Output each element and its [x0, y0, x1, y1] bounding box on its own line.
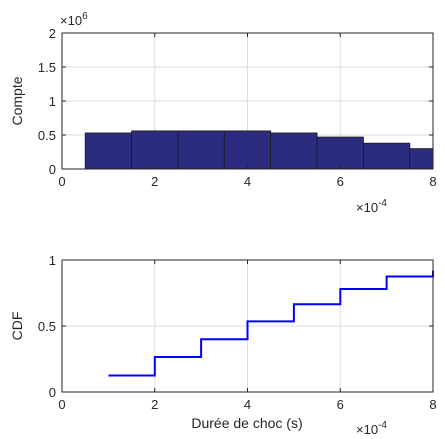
cdf-x-tick-label: 0 — [58, 397, 65, 412]
histogram-axes: 0 2 4 6 800.511.52 Compte ×106 ×10-4 — [9, 11, 437, 215]
cdf-axes: 0 2 4 6 8 0 0.5 1 CDF Durée de choc (s) ×10-4 — [9, 253, 437, 437]
cdf-y-axis-label: CDF — [9, 312, 25, 341]
cdf-y-tick-label: 0 — [49, 385, 56, 400]
histogram-x-multiplier-base: ×10 — [356, 200, 378, 215]
histogram-y-tick-label: 0 — [49, 162, 56, 177]
histogram-bar — [131, 130, 179, 170]
histogram-bar — [316, 136, 364, 170]
histogram-x-tick-label: 0 — [58, 174, 65, 189]
histogram-bar — [177, 130, 225, 170]
histogram-x-tick-label: 8 — [429, 174, 436, 189]
histogram-bar — [363, 142, 411, 170]
histogram-bar — [223, 130, 272, 170]
cdf-y-tick-label: 0.5 — [38, 319, 56, 334]
histogram-y-multiplier: ×106 — [60, 11, 88, 28]
cdf-y-tick-label: 1 — [49, 253, 56, 268]
cdf-x-multiplier-base: ×10 — [356, 422, 378, 437]
histogram-x-tick-label: 6 — [337, 174, 344, 189]
histogram-ticks: 0 2 4 6 8 0 0.5 1 1.5 2 — [38, 26, 437, 189]
cdf-step-line — [108, 270, 434, 377]
histogram-x-multiplier: ×10-4 — [356, 198, 387, 215]
histogram-bar — [84, 132, 132, 170]
histogram-y-axis-label: Compte — [9, 76, 25, 125]
histogram-y-multiplier-base: ×10 — [60, 13, 82, 28]
cdf-x-multiplier-exponent: -4 — [378, 420, 387, 431]
histogram-y-tick-label: 1 — [49, 94, 56, 109]
histogram-bar — [409, 148, 434, 170]
histogram-y-multiplier-exponent: 6 — [82, 11, 88, 22]
histogram-y-tick-label: 0.5 — [38, 128, 56, 143]
histogram-bars — [84, 130, 434, 170]
cdf-x-axis-label: Durée de choc (s) — [191, 415, 302, 431]
histogram-bar — [270, 132, 318, 170]
cdf-x-tick-label: 8 — [429, 397, 436, 412]
histogram-x-multiplier-exponent: -4 — [378, 198, 387, 209]
cdf-x-tick-label: 2 — [151, 397, 158, 412]
cdf-x-tick-label: 6 — [337, 397, 344, 412]
cdf-ticks: 0 2 4 6 8 0 0.5 1 — [38, 253, 437, 412]
cdf-x-tick-label: 4 — [244, 397, 251, 412]
histogram-x-tick-label: 2 — [151, 174, 158, 189]
histogram-x-tick-label: 4 — [244, 174, 251, 189]
cdf-x-multiplier: ×10-4 — [356, 420, 387, 437]
histogram-y-tick-label: 1.5 — [38, 60, 56, 75]
histogram-y-tick-label: 2 — [49, 26, 56, 41]
